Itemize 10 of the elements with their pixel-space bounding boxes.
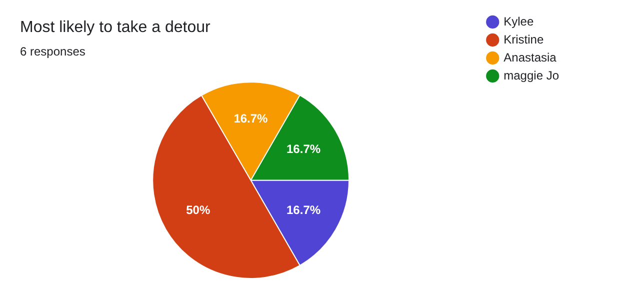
legend-label: Kylee xyxy=(504,14,534,28)
text: 6 responses xyxy=(20,44,86,59)
legend-label: maggie Jo xyxy=(504,68,560,82)
data-label: 16.7% xyxy=(286,142,321,156)
data-label: 16.7% xyxy=(286,203,321,218)
legend-label: Anastasia xyxy=(504,50,557,64)
chart-title: Most likely to take a detour xyxy=(20,19,211,36)
data-label: 50% xyxy=(186,203,210,218)
data-label: 16.7% xyxy=(234,112,268,126)
legend-label: Kristine xyxy=(504,32,544,46)
